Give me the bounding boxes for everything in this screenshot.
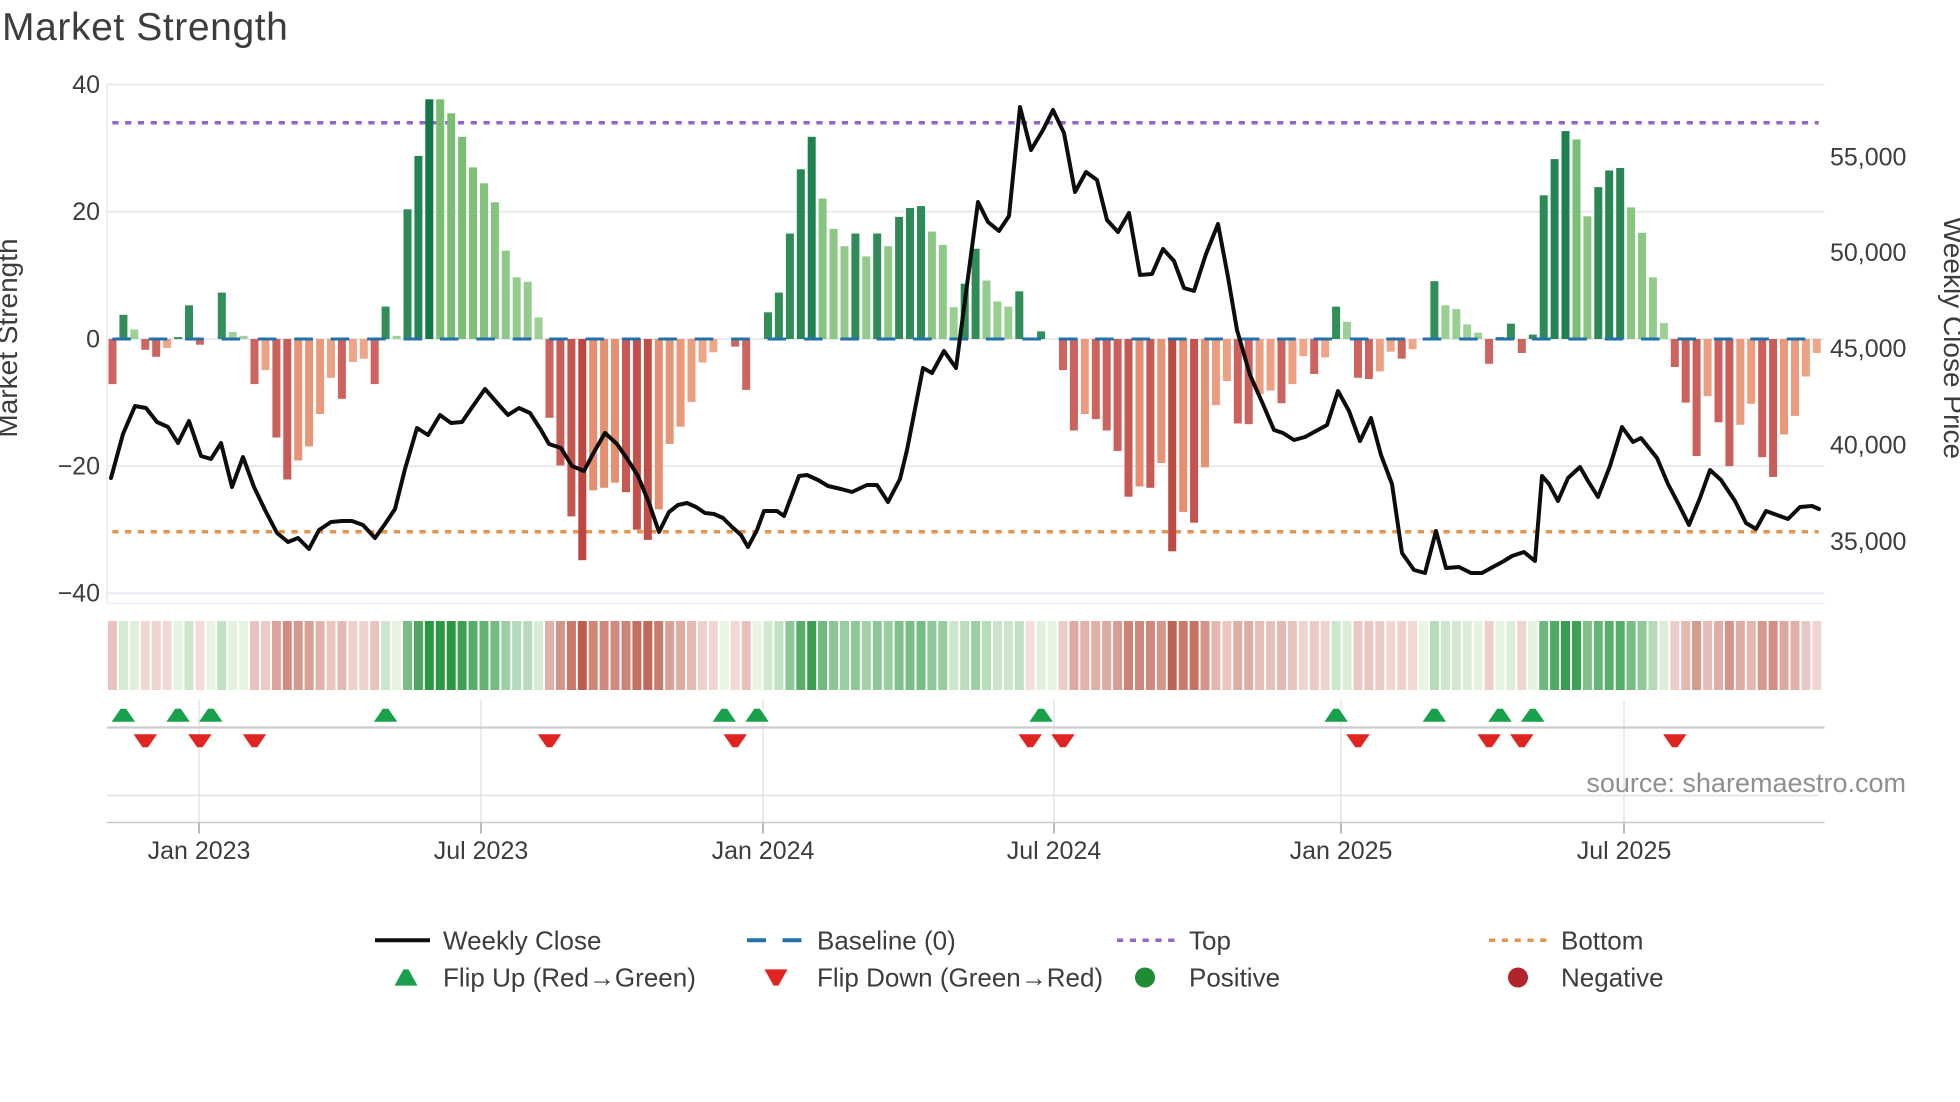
- svg-text:Negative: Negative: [1561, 963, 1664, 993]
- svg-text:Jul 2024: Jul 2024: [1007, 837, 1102, 865]
- svg-text:Positive: Positive: [1189, 963, 1280, 993]
- svg-text:−20: −20: [58, 453, 100, 481]
- svg-text:Jan 2025: Jan 2025: [1290, 837, 1393, 865]
- svg-text:Market Strength: Market Strength: [2, 6, 288, 49]
- svg-text:Jul 2023: Jul 2023: [434, 837, 529, 865]
- svg-text:Weekly Close: Weekly Close: [443, 925, 601, 955]
- svg-text:Jan 2023: Jan 2023: [148, 837, 251, 865]
- svg-text:45,000: 45,000: [1830, 335, 1906, 363]
- svg-text:40,000: 40,000: [1830, 431, 1906, 459]
- svg-text:Baseline (0): Baseline (0): [817, 925, 956, 955]
- svg-text:20: 20: [72, 198, 100, 226]
- svg-text:Market Strength: Market Strength: [0, 238, 23, 437]
- svg-text:Flip Up (Red→Green): Flip Up (Red→Green): [443, 963, 696, 993]
- svg-text:0: 0: [86, 326, 100, 354]
- svg-text:Top: Top: [1189, 925, 1231, 955]
- svg-text:50,000: 50,000: [1830, 239, 1906, 267]
- svg-text:Jan 2024: Jan 2024: [712, 837, 815, 865]
- svg-text:−40: −40: [58, 580, 100, 608]
- svg-text:Weekly Close Price: Weekly Close Price: [1938, 217, 1960, 459]
- svg-text:40: 40: [72, 71, 100, 99]
- svg-text:Bottom: Bottom: [1561, 925, 1643, 955]
- svg-text:55,000: 55,000: [1830, 144, 1906, 172]
- svg-text:Flip Down (Green→Red): Flip Down (Green→Red): [817, 963, 1103, 993]
- svg-text:35,000: 35,000: [1830, 528, 1906, 556]
- svg-text:source: sharemaestro.com: source: sharemaestro.com: [1586, 768, 1906, 798]
- svg-text:Jul 2025: Jul 2025: [1577, 837, 1672, 865]
